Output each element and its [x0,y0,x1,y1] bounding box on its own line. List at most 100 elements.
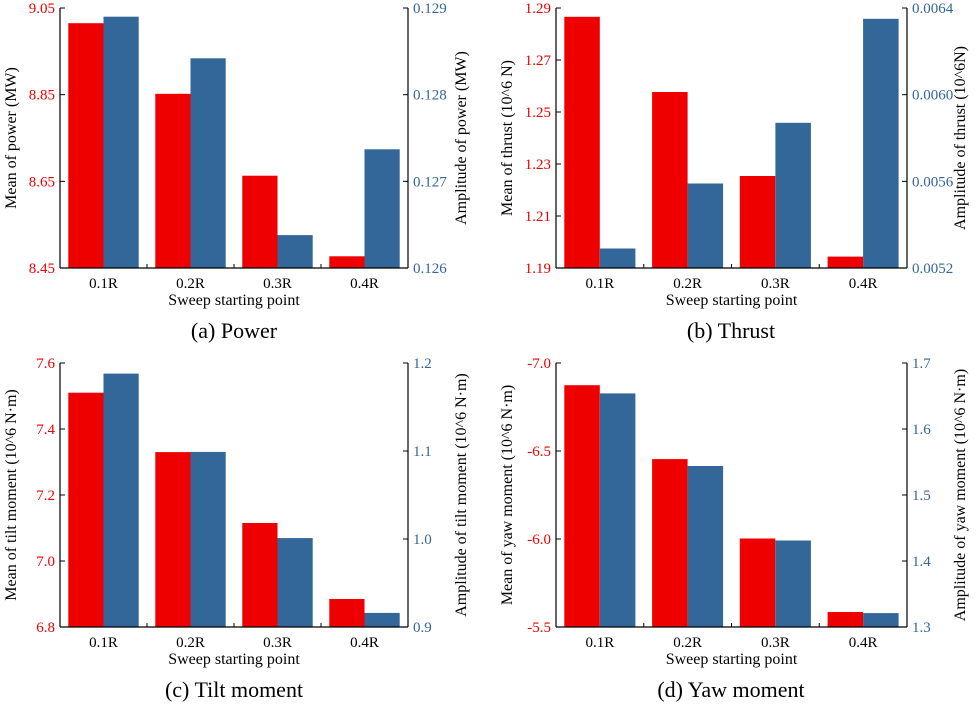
panel-caption: (a) Power [191,318,278,343]
bar-amplitude-0.3R [775,122,811,268]
left-tick-label: 1.25 [525,105,551,121]
bar-amplitude-0.1R [103,16,139,269]
y-axis-title-right: Amplitude of power (MW) [453,51,470,225]
right-tick-label: 0.127 [413,174,447,190]
category-label: 0.1R [89,635,118,651]
x-axis-title: Sweep starting point [168,292,300,309]
right-tick-label: 0.0056 [912,174,954,190]
right-tick-label: 1.1 [413,444,432,460]
panel-caption: (b) Thrust [687,318,775,343]
bar-mean-0.1R [68,23,104,269]
bar-amplitude-0.4R [863,613,899,627]
bar-mean-0.2R [652,459,688,627]
left-tick-label: 9.05 [29,1,55,17]
bar-mean-0.3R [739,176,776,268]
bar-amplitude-0.1R [599,248,636,268]
right-tick-label: 0.0064 [912,1,954,17]
category-label: 0.2R [673,635,702,651]
right-tick-label: 0.128 [413,88,447,104]
bar-amplitude-0.4R [364,612,400,627]
category-label: 0.4R [350,276,379,292]
left-tick-label: 1.19 [525,261,551,277]
y-axis-title-left: Mean of yaw moment (10^6 N·m) [499,385,516,605]
right-tick-label: 0.0052 [912,261,953,277]
category-label: 0.1R [585,635,614,651]
category-label: 0.2R [176,276,205,292]
left-tick-label: 8.65 [29,174,55,190]
bar-mean-0.3R [242,175,278,268]
y-axis-title-right: Amplitude of tilt moment (10^6 N·m) [453,373,470,616]
y-axis-title-right: Amplitude of thrust (10^6N) [952,46,969,230]
bar-mean-0.3R [739,538,776,627]
bar-amplitude-0.1R [103,373,139,627]
x-axis-title: Sweep starting point [666,651,798,668]
panel-caption: (d) Yaw moment [657,677,804,702]
chart-panel-b: 1.19 1.21 1.23 1.25 1.27 1.29 0.0052 0.0056 0.00… [499,1,969,343]
bar-amplitude-0.3R [775,540,811,627]
left-tick-label: 1.21 [525,209,551,225]
x-axis-title: Sweep starting point [168,651,300,668]
right-tick-label: 0.126 [413,261,447,277]
left-tick-label: 6.8 [36,620,55,636]
left-tick-label: 8.85 [29,88,55,104]
bar-amplitude-0.4R [863,18,899,268]
category-label: 0.1R [585,276,614,292]
left-tick-label: -7.0 [527,356,551,372]
bar-amplitude-0.1R [599,393,636,627]
y-axis-title-left: Mean of power (MW) [3,67,20,209]
category-label: 0.3R [263,635,292,651]
category-label: 0.4R [350,635,379,651]
y-axis-title-left: Mean of tilt moment (10^6 N·m) [3,389,20,600]
bar-mean-0.4R [329,256,365,268]
bar-mean-0.1R [68,392,104,627]
bar-mean-0.2R [652,92,688,268]
left-tick-label: 1.27 [525,53,552,69]
left-tick-label: 7.0 [36,554,55,570]
y-axis-title-left: Mean of thrust (10^6 N) [499,60,516,216]
bar-mean-0.1R [564,16,600,268]
bar-amplitude-0.3R [277,235,313,268]
category-label: 0.4R [849,635,878,651]
category-label: 0.4R [849,276,878,292]
chart-panel-d: -5.5 -6.0 -6.5 -7.0 1.3 1.4 1.5 1.6 1.7 0.1R 0.2R 0… [499,356,969,702]
left-tick-label: -5.5 [527,620,551,636]
bar-mean-0.4R [827,612,864,627]
bar-mean-0.2R [155,452,191,627]
right-tick-label: 1.6 [912,422,931,438]
right-tick-label: 1.4 [912,554,931,570]
bar-mean-0.3R [242,523,278,627]
left-tick-label: 1.23 [525,157,551,173]
panel-caption: (c) Tilt moment [165,677,303,702]
bar-mean-0.2R [155,93,191,268]
right-tick-label: 1.7 [912,356,931,372]
right-tick-label: 0.0060 [912,88,953,104]
right-tick-label: 1.0 [413,532,432,548]
bar-mean-0.1R [564,385,600,627]
bar-amplitude-0.2R [190,58,226,268]
left-tick-label: 8.45 [29,261,55,277]
category-label: 0.2R [176,635,205,651]
right-tick-label: 1.3 [912,620,931,636]
right-tick-label: 1.5 [912,488,931,504]
category-label: 0.3R [761,635,790,651]
right-tick-label: 0.9 [413,620,432,636]
left-tick-label: -6.5 [527,444,551,460]
left-tick-label: 1.29 [525,1,551,17]
left-tick-label: 7.2 [36,488,55,504]
bar-amplitude-0.4R [364,149,400,268]
bar-mean-0.4R [329,599,365,627]
bar-mean-0.4R [827,256,864,268]
category-label: 0.2R [673,276,702,292]
category-label: 0.3R [263,276,292,292]
left-tick-label: 7.6 [36,356,55,372]
bar-amplitude-0.3R [277,538,313,627]
bar-amplitude-0.2R [687,466,724,627]
y-axis-title-right: Amplitude of yaw moment (10^6 N·m) [952,369,969,621]
bar-amplitude-0.2R [190,451,226,627]
category-label: 0.1R [89,276,118,292]
chart-panel-a: 8.45 8.65 8.85 9.05 0.126 0.127 0.128 0.129 0.1R… [3,1,470,343]
category-label: 0.3R [761,276,790,292]
left-tick-label: -6.0 [527,532,551,548]
x-axis-title: Sweep starting point [666,292,798,309]
